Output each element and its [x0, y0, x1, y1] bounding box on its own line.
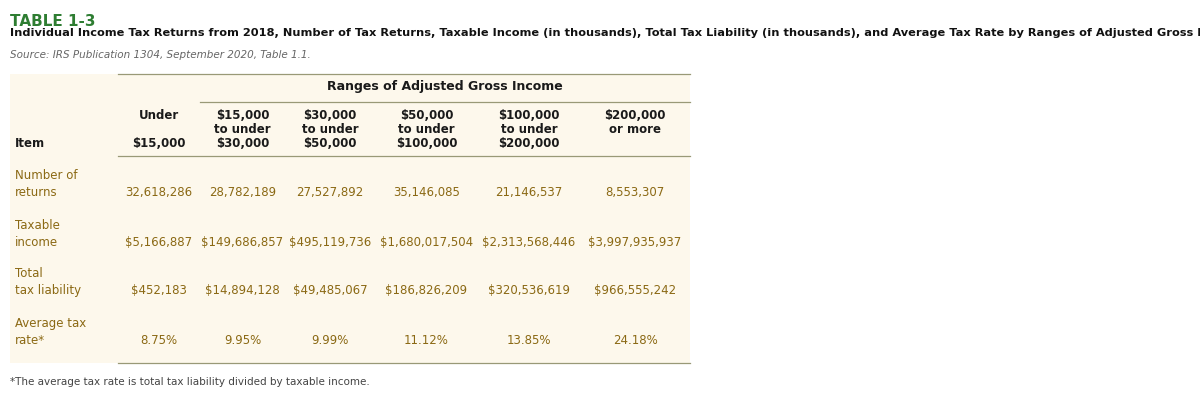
Text: $1,680,017,504: $1,680,017,504 [380, 236, 473, 249]
Text: 32,618,286: 32,618,286 [126, 186, 192, 199]
Text: Number of: Number of [14, 169, 78, 182]
Text: Item: Item [14, 137, 46, 150]
Text: Taxable: Taxable [14, 219, 60, 232]
Text: $100,000: $100,000 [396, 137, 457, 150]
Text: $50,000: $50,000 [304, 137, 356, 150]
Text: 9.95%: 9.95% [224, 334, 262, 347]
Text: returns: returns [14, 186, 58, 199]
Text: $100,000: $100,000 [498, 109, 559, 122]
Text: $15,000: $15,000 [216, 109, 269, 122]
Text: or more: or more [610, 123, 661, 136]
Text: Under: Under [139, 109, 179, 122]
Text: Ranges of Adjusted Gross Income: Ranges of Adjusted Gross Income [328, 80, 563, 93]
Text: to under: to under [301, 123, 359, 136]
Text: 27,527,892: 27,527,892 [296, 186, 364, 199]
Text: $452,183: $452,183 [131, 284, 187, 297]
Text: 9.99%: 9.99% [311, 334, 349, 347]
Text: $15,000: $15,000 [132, 137, 186, 150]
Text: $3,997,935,937: $3,997,935,937 [588, 236, 682, 249]
Text: $186,826,209: $186,826,209 [385, 284, 468, 297]
Text: to under: to under [500, 123, 557, 136]
Text: $30,000: $30,000 [216, 137, 269, 150]
Text: Average tax: Average tax [14, 317, 86, 330]
Text: $200,000: $200,000 [498, 137, 559, 150]
Text: rate*: rate* [14, 334, 46, 347]
Text: Individual Income Tax Returns from 2018, Number of Tax Returns, Taxable Income (: Individual Income Tax Returns from 2018,… [10, 28, 1200, 38]
Text: TABLE 1-3: TABLE 1-3 [10, 14, 96, 29]
Text: $495,119,736: $495,119,736 [289, 236, 371, 249]
Text: $200,000: $200,000 [605, 109, 666, 122]
Text: $49,485,067: $49,485,067 [293, 284, 367, 297]
Text: $149,686,857: $149,686,857 [202, 236, 283, 249]
Text: *The average tax rate is total tax liability divided by taxable income.: *The average tax rate is total tax liabi… [10, 377, 370, 387]
Text: $5,166,887: $5,166,887 [126, 236, 192, 249]
Text: Total: Total [14, 267, 43, 280]
Text: 8.75%: 8.75% [140, 334, 178, 347]
Text: 8,553,307: 8,553,307 [605, 186, 665, 199]
Text: $14,894,128: $14,894,128 [205, 284, 280, 297]
Bar [10, 74, 690, 363]
Text: tax liability: tax liability [14, 284, 82, 297]
Text: 35,146,085: 35,146,085 [394, 186, 460, 199]
Text: 24.18%: 24.18% [613, 334, 658, 347]
Text: income: income [14, 236, 58, 249]
Text: 13.85%: 13.85% [506, 334, 551, 347]
Text: 21,146,537: 21,146,537 [496, 186, 563, 199]
Text: 28,782,189: 28,782,189 [209, 186, 276, 199]
Text: $30,000: $30,000 [304, 109, 356, 122]
Text: $320,536,619: $320,536,619 [488, 284, 570, 297]
Text: to under: to under [214, 123, 271, 136]
Text: Source: IRS Publication 1304, September 2020, Table 1.1.: Source: IRS Publication 1304, September … [10, 50, 311, 60]
Text: 11.12%: 11.12% [404, 334, 449, 347]
Text: $50,000: $50,000 [400, 109, 454, 122]
Text: $2,313,568,446: $2,313,568,446 [482, 236, 576, 249]
Text: to under: to under [398, 123, 455, 136]
Text: $966,555,242: $966,555,242 [594, 284, 676, 297]
